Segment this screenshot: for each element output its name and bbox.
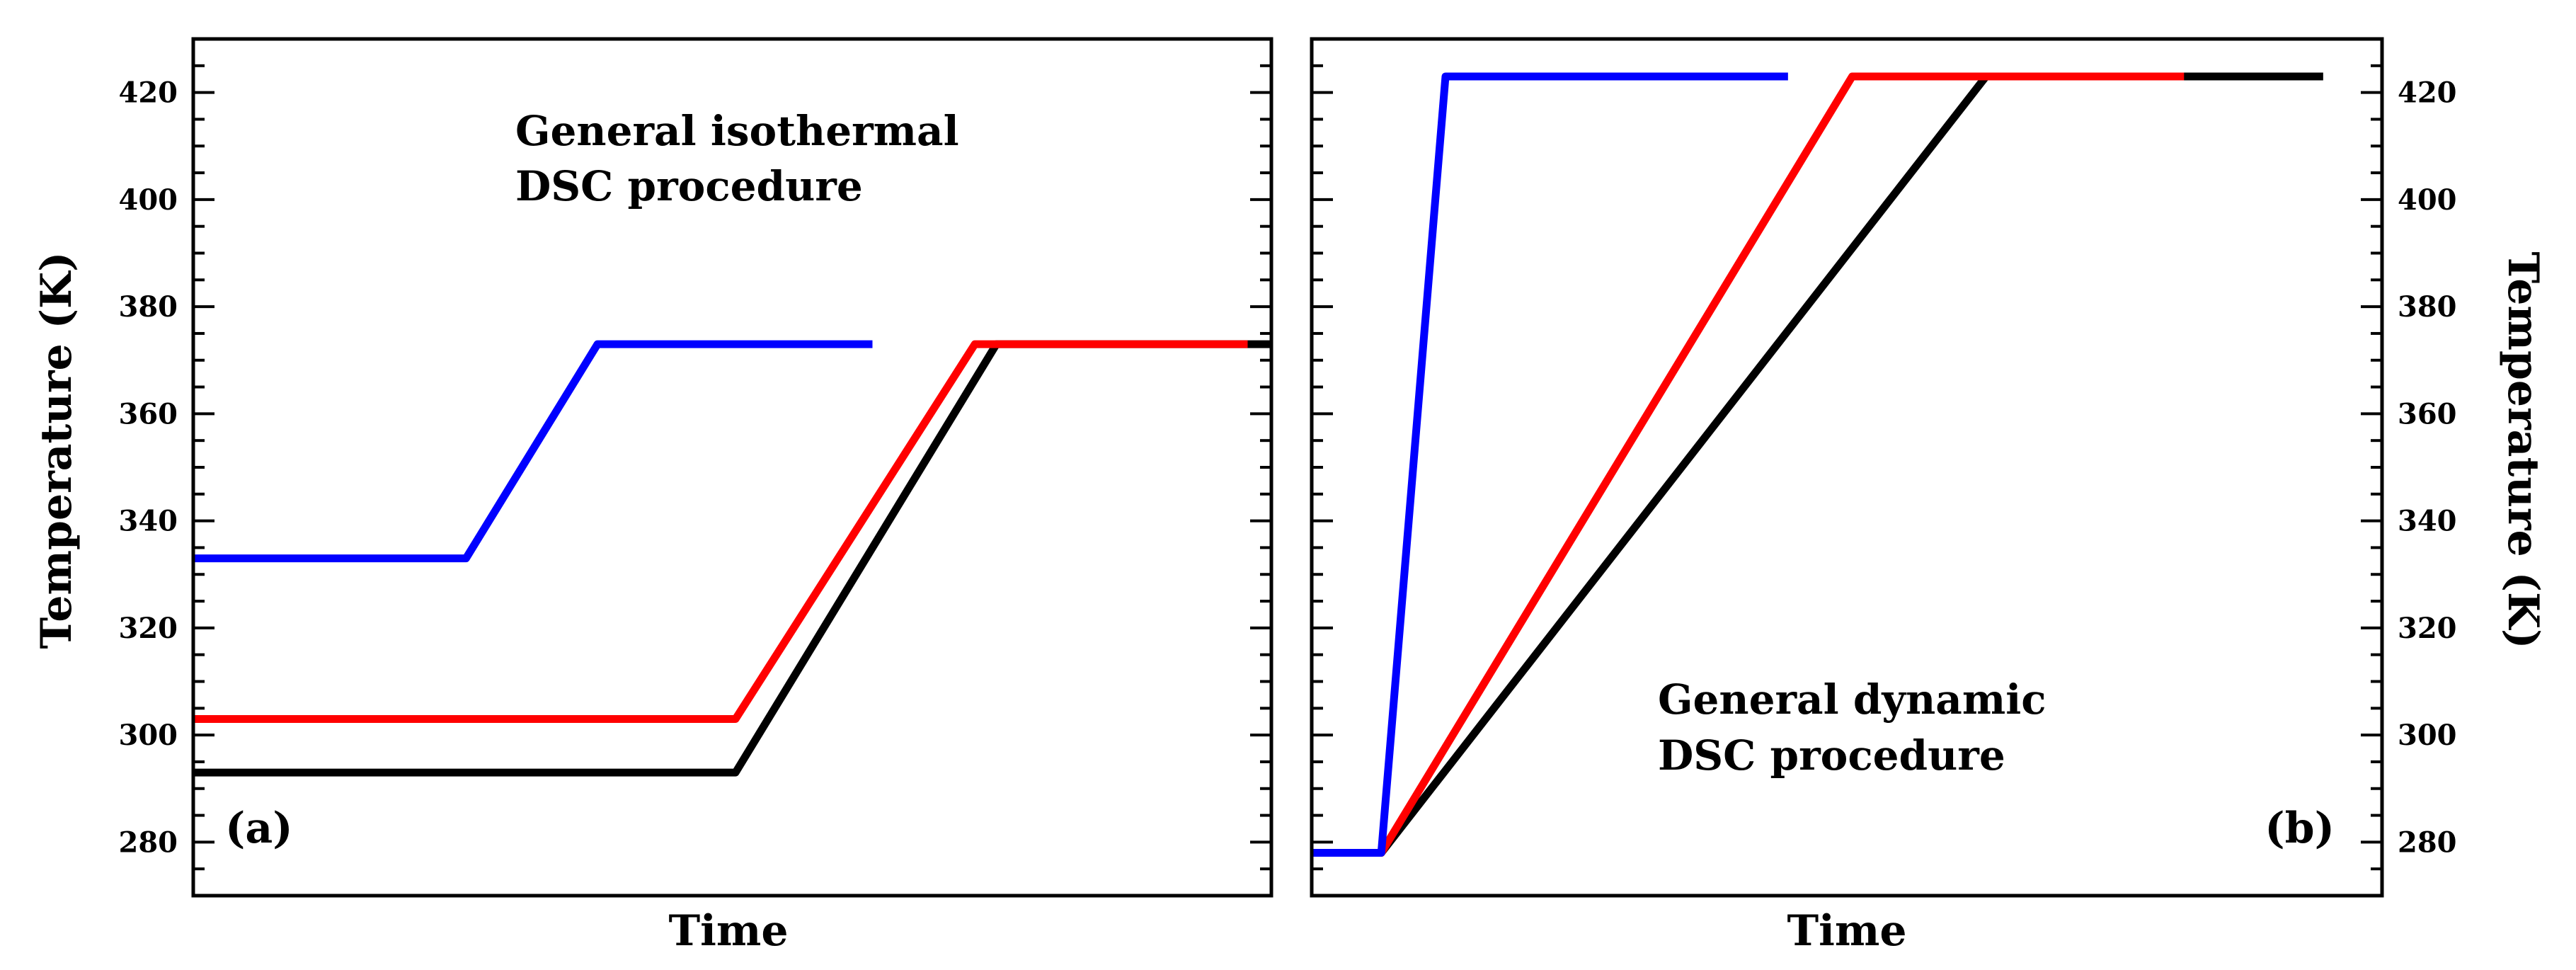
panel-b-annotation-line-2: DSC procedure [1658,731,2005,780]
panel-a-y-tick-label-300: 300 [119,719,178,752]
panel-b-y-tick-label-280: 280 [2398,826,2457,859]
panel-b-y-tick-label-300: 300 [2398,719,2457,752]
panel-b-y-tick-label-420: 420 [2398,76,2457,110]
panel-b-annotation-line-1: General dynamic [1658,675,2047,724]
panel-b-y-tick-label-380: 380 [2398,290,2457,324]
panel-b-y-axis-title: Temperature (K) [2498,252,2548,649]
panel-a-annotation-line-1: General isothermal [515,107,959,155]
panel-b-series-lines [1312,72,2323,857]
panel-a-y-tick-label-400: 400 [119,183,178,217]
panel-a-x-axis-title: Time [668,906,788,956]
panel-b-label: (b) [2265,804,2335,853]
panel-a-label: (a) [225,804,293,853]
panel-a-frame [191,37,1273,898]
panel-b-y-tick-label-360: 360 [2398,397,2457,430]
panel-a-y-tick-label-380: 380 [119,290,178,324]
panel-a-y-tick-label-420: 420 [119,76,178,110]
panel-b-y-ticks [1312,64,2382,871]
panel-b-frame [1310,37,2384,898]
panel-b-y-tick-label-340: 340 [2398,505,2457,538]
panel-b-x-axis-title: Time [1787,906,1906,956]
panel-b-y-tick-label-320: 320 [2398,612,2457,645]
panel-a-series-line-3 [193,340,873,563]
panel-b-series-line-3 [1312,72,1788,857]
panel-a-y-axis-title: Temperature (K) [32,252,81,649]
panel-a: 280 300 320 340 360 380 400 420 General isother… [32,37,1273,956]
panel-a-series-lines [193,340,1271,777]
panel-a-y-tick-labels: 280 300 320 340 360 380 400 420 [119,76,178,860]
panel-a-y-tick-label-320: 320 [119,612,178,645]
panel-a-y-tick-label-360: 360 [119,397,178,430]
panel-a-annotation-line-2: DSC procedure [515,162,863,210]
panel-a-y-tick-label-280: 280 [119,826,178,859]
panel-a-y-tick-label-340: 340 [119,505,178,538]
panel-b-y-tick-label-400: 400 [2398,183,2457,217]
panel-a-y-ticks [193,64,1271,871]
panel-b-y-tick-labels: 280 300 320 340 360 380 400 420 [2398,76,2457,860]
panel-b: 280 300 320 340 360 380 400 420 General dynamic… [1310,37,2548,956]
panel-a-series-line-2 [193,340,1248,723]
